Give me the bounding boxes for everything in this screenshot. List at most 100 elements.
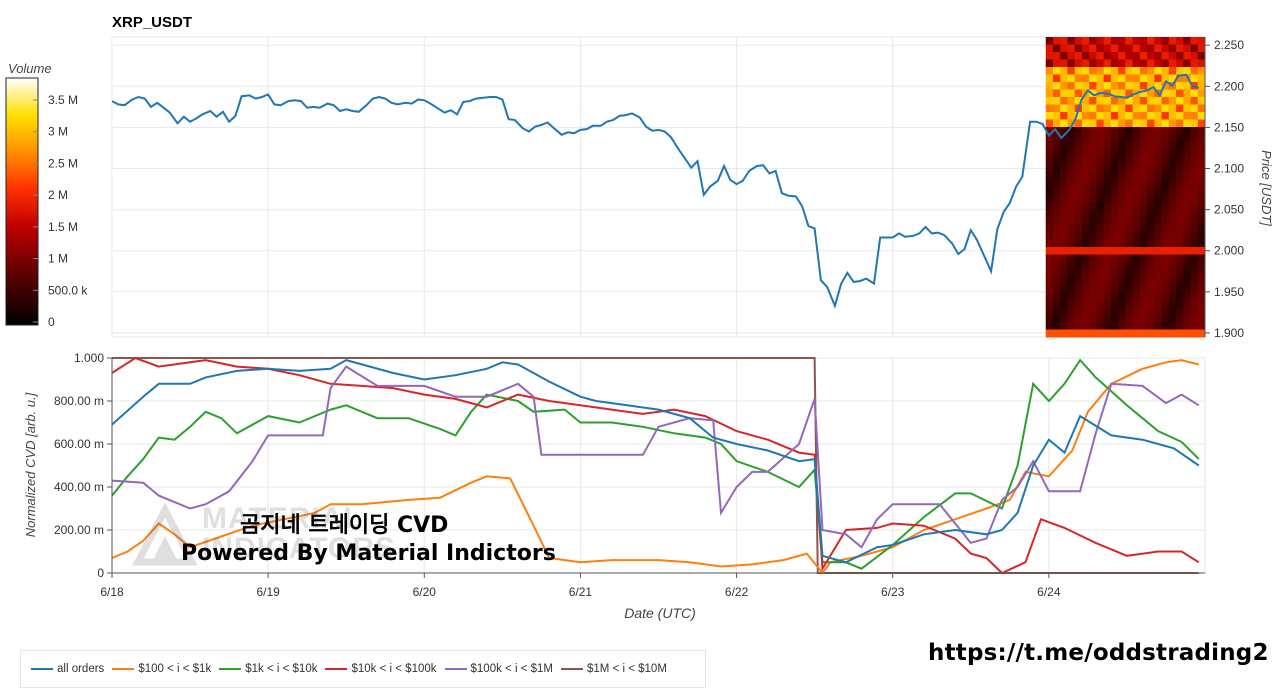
heatmap-cell [1074, 187, 1083, 195]
heatmap-cell [1118, 194, 1126, 203]
heatmap-cell [1052, 314, 1061, 323]
heatmap-cell [1074, 127, 1083, 135]
heatmap-cell [1147, 112, 1155, 120]
heatmap-cell [1103, 142, 1112, 150]
heatmap-cell [1110, 269, 1119, 278]
legend-entry[interactable]: $10k < i < $100k [325, 663, 437, 675]
legend-entry[interactable]: all orders [31, 663, 104, 675]
heatmap-cell [1190, 172, 1199, 180]
heatmap-cell [1052, 52, 1061, 60]
heatmap-cell [1103, 194, 1112, 203]
legend-entry[interactable]: $100 < i < $1k [112, 663, 211, 675]
heatmap-cell [1176, 142, 1184, 150]
heatmap-cell [1060, 194, 1068, 203]
heatmap-cell [1183, 262, 1192, 270]
heatmap-cell [1103, 52, 1112, 60]
heatmap-cell [1045, 262, 1054, 270]
heatmap-cell [1190, 277, 1199, 285]
heatmap-cell [1081, 74, 1090, 83]
heatmap-cell [1176, 82, 1184, 90]
heatmap-cell [1081, 149, 1090, 158]
heatmap-cell [1154, 52, 1163, 60]
heatmap-cell [1176, 217, 1184, 225]
heatmap-cell [1074, 232, 1083, 240]
heatmap-cell [1089, 112, 1097, 120]
legend-entry[interactable]: $1k < i < $10k [219, 663, 317, 675]
colorbar-ticks: 3.5 M 3 M 2.5 M 2 M 1.5 M 1 M 500.0 k 0 [33, 93, 88, 329]
heatmap-cell [1132, 254, 1141, 263]
heatmap-cell [1060, 164, 1068, 173]
heatmap-cell [1067, 262, 1076, 270]
heatmap-cell [1103, 239, 1112, 248]
heatmap-cell [1081, 127, 1090, 135]
heatmap-cell [1161, 112, 1170, 120]
heatmap-cell [1045, 254, 1054, 263]
heatmap-cell [1197, 59, 1206, 68]
heatmap-cell [1096, 67, 1105, 75]
heatmap-cell [1168, 142, 1177, 150]
heatmap-cell [1103, 164, 1112, 173]
heatmap-cell [1154, 119, 1163, 128]
heatmap-cell [1197, 142, 1206, 150]
heatmap-cell [1081, 262, 1090, 270]
heatmap-cell [1176, 224, 1184, 233]
heatmap-cell [1081, 209, 1090, 218]
heatmap-cell [1067, 104, 1076, 113]
heatmap-cell [1132, 277, 1141, 285]
heatmap-cell [1168, 179, 1177, 188]
heatmap-cell [1161, 127, 1170, 135]
heatmap-cell [1074, 299, 1083, 308]
heatmap-cell [1067, 59, 1076, 68]
heatmap-cell [1060, 277, 1068, 285]
heatmap-cell [1081, 284, 1090, 293]
heatmap-cell [1118, 74, 1126, 83]
heatmap-cell [1168, 284, 1177, 293]
heatmap-cell [1139, 179, 1148, 188]
heatmap-cell [1060, 97, 1068, 105]
heatmap-cell [1103, 74, 1112, 83]
heatmap-cell [1081, 119, 1090, 128]
telegram-link[interactable]: https://t.me/oddstrading2 [928, 640, 1269, 666]
heatmap-cell [1183, 134, 1192, 143]
heatmap-cell [1067, 209, 1076, 218]
heatmap-cell [1089, 277, 1097, 285]
heatmap-cell [1096, 284, 1105, 293]
heatmap-cell [1103, 59, 1112, 68]
heatmap-cell [1161, 74, 1170, 83]
legend-entry[interactable]: $100k < i < $1M [444, 663, 553, 675]
heatmap-cell [1154, 149, 1163, 158]
heatmap-cell [1060, 179, 1068, 188]
heatmap-cell [1103, 224, 1112, 233]
heatmap-cell [1060, 52, 1068, 60]
overlay-subtitle: Powered By Material Indictors [181, 541, 556, 566]
heatmap-cell [1081, 97, 1090, 105]
heatmap-cell [1183, 67, 1192, 75]
cvd-tick-label: 400.00 m [54, 480, 104, 494]
heatmap-cell [1081, 112, 1090, 120]
heatmap-cell [1190, 127, 1199, 135]
heatmap-cell [1052, 149, 1061, 158]
legend-entry[interactable]: $1M < i < $10M [561, 663, 667, 675]
heatmap-cell [1103, 172, 1112, 180]
heatmap-cell [1161, 224, 1170, 233]
price-line [111, 73, 1200, 309]
heatmap-cell [1183, 82, 1192, 90]
heatmap-cell [1161, 172, 1170, 180]
legend-label: $10k < i < $100k [351, 663, 437, 675]
heatmap-cell [1125, 172, 1134, 180]
heatmap-cell [1197, 179, 1206, 188]
heatmap-cell [1074, 52, 1083, 60]
heatmap-cell [1060, 262, 1068, 270]
heatmap-cell [1118, 247, 1126, 255]
heatmap-cell [1161, 37, 1170, 45]
heatmap-cell [1168, 187, 1177, 195]
heatmap-cell [1154, 239, 1163, 248]
heatmap-cell [1147, 37, 1155, 45]
heatmap-cell [1176, 59, 1184, 68]
heatmap-cell [1074, 269, 1083, 278]
heatmap-cell [1067, 52, 1076, 60]
heatmap-cell [1161, 307, 1170, 315]
heatmap-cell [1197, 329, 1206, 338]
heatmap-cell [1045, 329, 1054, 338]
heatmap-cell [1067, 37, 1076, 45]
